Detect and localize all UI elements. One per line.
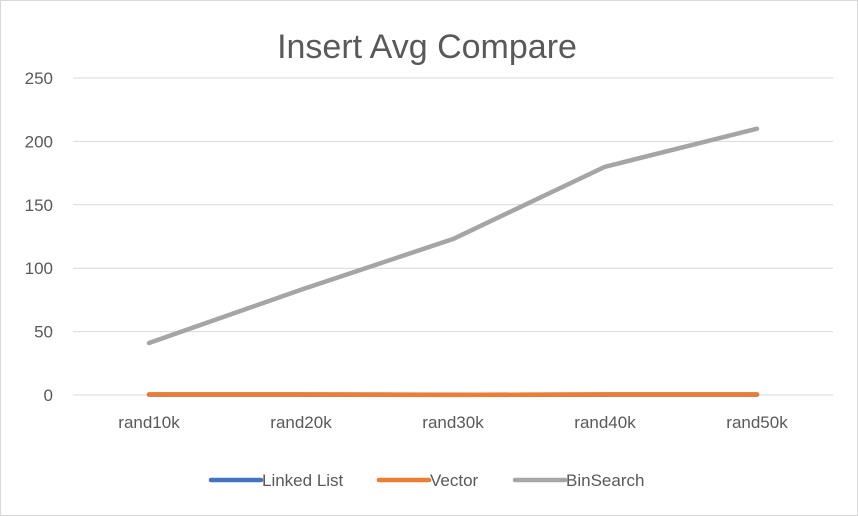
legend-label: BinSearch	[566, 471, 644, 490]
x-tick-label: rand30k	[422, 413, 484, 432]
y-tick-label: 150	[25, 196, 53, 215]
y-tick-label: 0	[44, 386, 53, 405]
legend-label: Vector	[430, 471, 479, 490]
series-lines	[146, 126, 760, 398]
x-tick-label: rand40k	[574, 413, 636, 432]
gridlines	[73, 77, 833, 396]
legend-label: Linked List	[262, 471, 344, 490]
y-tick-label: 200	[25, 132, 53, 151]
y-tick-label: 250	[25, 69, 53, 88]
x-axis-ticks: rand10k rand20k rand30k rand40k rand50k	[118, 413, 788, 432]
y-tick-label: 100	[25, 259, 53, 278]
x-tick-label: rand50k	[726, 413, 788, 432]
series-line-binsearch	[146, 126, 760, 346]
y-tick-label: 50	[34, 323, 53, 342]
chart-title: Insert Avg Compare	[277, 28, 577, 66]
series-line-vector	[146, 392, 760, 398]
y-axis-ticks: 0 50 100 150 200 250	[25, 69, 53, 405]
x-tick-label: rand20k	[270, 413, 332, 432]
legend: Linked List Vector BinSearch	[208, 471, 644, 490]
x-tick-label: rand10k	[118, 413, 180, 432]
